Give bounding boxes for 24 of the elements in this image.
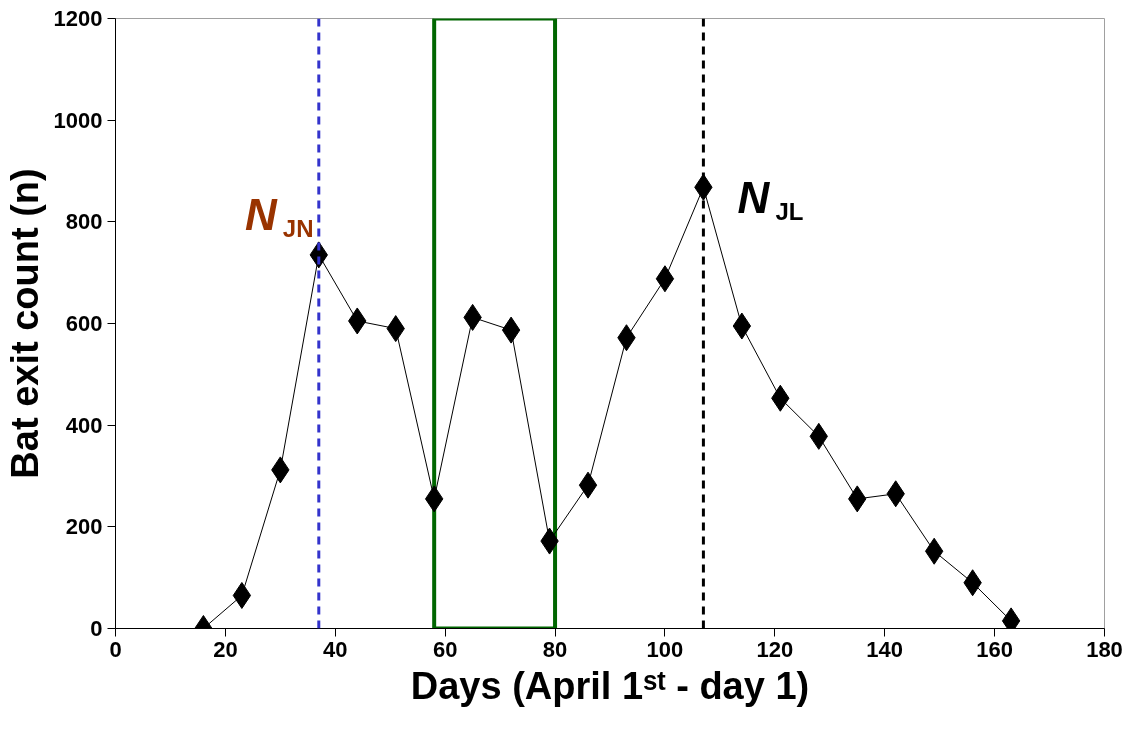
x-tick-label: 160 bbox=[976, 636, 1013, 662]
y-tick-label: 600 bbox=[65, 311, 103, 336]
x-axis-title: Days (April 1ˢᵗ - day 1) bbox=[410, 664, 810, 707]
point bbox=[578, 471, 598, 499]
y-tick-label: 1000 bbox=[53, 107, 103, 133]
x-tick-label: 60 bbox=[432, 636, 458, 662]
x-tick-label: 80 bbox=[542, 636, 568, 662]
y-tick-label: 400 bbox=[65, 412, 103, 438]
x-tick-label: 120 bbox=[756, 636, 794, 662]
x-tick-label: 20 bbox=[213, 636, 238, 662]
point bbox=[501, 316, 521, 344]
point bbox=[732, 312, 752, 340]
y-tick-label: 0 bbox=[90, 616, 103, 641]
x-tick-label: 0 bbox=[109, 636, 122, 662]
point bbox=[232, 581, 252, 609]
x-tick-label: 180 bbox=[1086, 636, 1123, 662]
y-tick-label: 1200 bbox=[53, 6, 103, 31]
x-tick-label: 140 bbox=[866, 636, 904, 662]
x-tick-label: 100 bbox=[646, 636, 684, 662]
y-axis-title: Bat exit count (n) bbox=[3, 168, 46, 479]
x-tick-label: 40 bbox=[323, 636, 348, 662]
point bbox=[655, 265, 675, 293]
y-tick-label: 800 bbox=[65, 209, 103, 235]
y-tick-label: 200 bbox=[65, 514, 103, 540]
